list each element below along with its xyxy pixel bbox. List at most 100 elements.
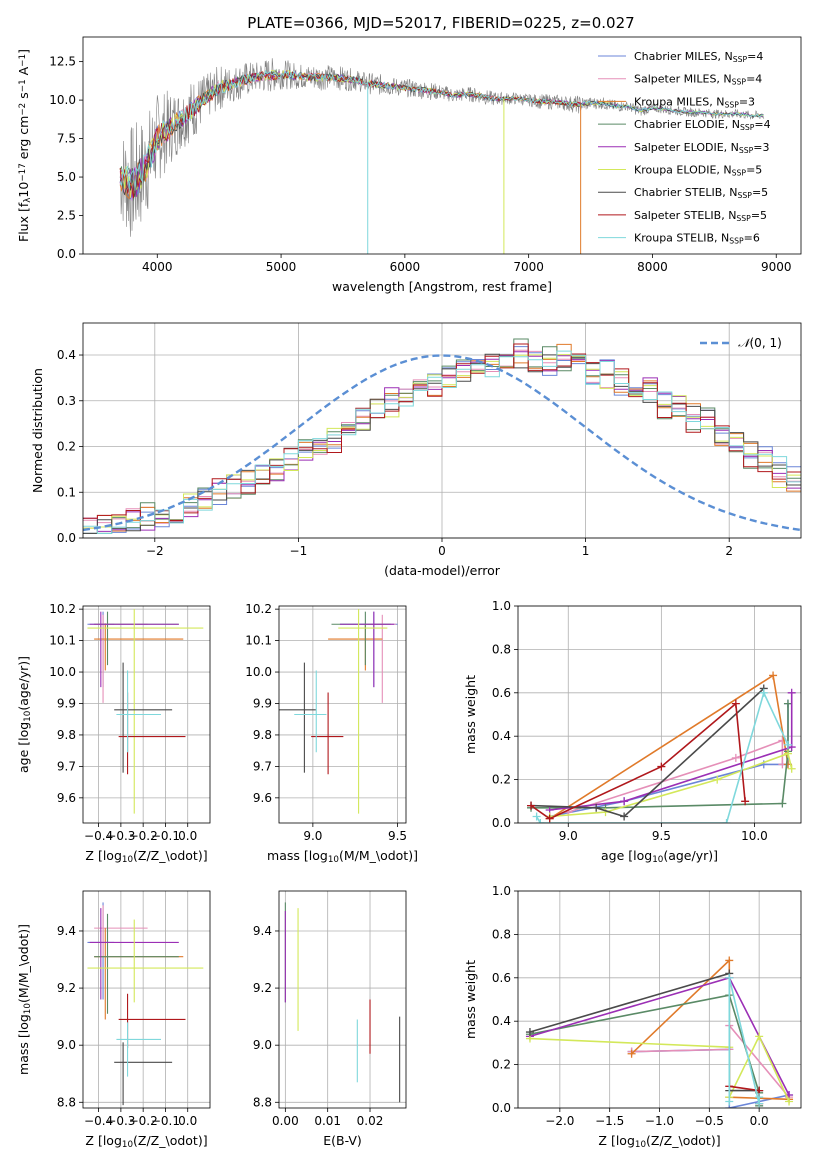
axes-frame bbox=[517, 605, 802, 824]
axes-frame bbox=[82, 36, 802, 255]
x-tick-label: −0.2 bbox=[129, 1114, 158, 1128]
mass-weight-line bbox=[529, 972, 760, 1092]
x-tick-label: 0.00 bbox=[272, 1114, 299, 1128]
y-tick-label: 0.1 bbox=[57, 485, 76, 499]
y-tick-label: 8.8 bbox=[57, 1095, 76, 1109]
mass-weight-marker bbox=[725, 973, 734, 982]
x-tick-label: 0.02 bbox=[357, 1114, 384, 1128]
axes-frame bbox=[82, 890, 211, 1109]
legend-label: Chabrier MILES, NSSP=4 bbox=[634, 50, 763, 64]
x-tick-label: 2 bbox=[725, 544, 733, 558]
mass-weight-line bbox=[631, 1023, 790, 1098]
mass-weight-line bbox=[530, 687, 765, 818]
mass-weight-marker bbox=[783, 749, 792, 758]
y-tick-label: 0.0 bbox=[492, 1101, 511, 1115]
x-tick-label: −1.5 bbox=[595, 1114, 624, 1128]
y-tick-label: 9.6 bbox=[57, 791, 76, 805]
x-tick-label: 0.0 bbox=[178, 829, 197, 843]
mass-weight-marker bbox=[785, 1097, 794, 1106]
mass-weight-marker bbox=[545, 814, 554, 823]
x-tick-label: −2.0 bbox=[545, 1114, 574, 1128]
y-tick-label: 9.9 bbox=[57, 696, 76, 710]
x-tick-label: 1 bbox=[582, 544, 590, 558]
x-tick-label: −0.2 bbox=[129, 829, 158, 843]
mass-weight-line bbox=[728, 977, 760, 1104]
y-tick-label: 9.7 bbox=[57, 759, 76, 773]
y-tick-label: 10.2 bbox=[245, 602, 272, 616]
mass-weight-marker bbox=[725, 1097, 734, 1106]
y-tick-label: 1.0 bbox=[492, 599, 511, 613]
mass-weight-marker bbox=[532, 812, 541, 821]
y-tick-label: 0.0 bbox=[57, 531, 76, 545]
mass-weight-line bbox=[631, 958, 790, 1101]
mass-weight-line bbox=[549, 692, 793, 811]
x-tick-label: 4000 bbox=[142, 260, 173, 274]
plot-area bbox=[87, 609, 204, 814]
mass-weight-vs-metallicity-panel: −2.0 −1.5 −1.0 −0.5 0.0 0.0 0.2 0.4 0.6 0.8 1.0 Z [… bbox=[463, 884, 802, 1150]
x-tick-label: −1.0 bbox=[645, 1114, 674, 1128]
plot-area bbox=[87, 902, 204, 1106]
x-tick-label: −0.3 bbox=[106, 1114, 135, 1128]
legend-label: Kroupa STELIB, NSSP=6 bbox=[634, 232, 760, 246]
x-tick-label: 9.0 bbox=[559, 829, 578, 843]
legend-label: Chabrier ELODIE, NSSP=4 bbox=[634, 118, 771, 132]
mass-weight-marker bbox=[731, 699, 740, 708]
legend-label: Chabrier STELIB, NSSP=5 bbox=[634, 186, 768, 200]
x-tick-label: −0.5 bbox=[695, 1114, 724, 1128]
mass-weight-marker bbox=[787, 688, 796, 697]
mass-weight-marker bbox=[787, 764, 796, 773]
x-tick-label: −0.3 bbox=[106, 829, 135, 843]
y-tick-label: 0.8 bbox=[492, 927, 511, 941]
plot-area bbox=[119, 58, 765, 254]
mass-weight-line bbox=[549, 674, 789, 820]
x-axis-label: wavelength [Angstrom, rest frame] bbox=[332, 279, 552, 294]
mass-weight-marker bbox=[620, 812, 629, 821]
y-axis-label: mass weight bbox=[463, 960, 478, 1039]
x-tick-label: 0 bbox=[438, 544, 446, 558]
plot-area bbox=[279, 609, 398, 814]
y-tick-label: 10.2 bbox=[49, 602, 76, 616]
mass-weight-marker bbox=[527, 801, 536, 810]
mass-weight-marker bbox=[525, 1028, 534, 1037]
y-tick-label: 10.0 bbox=[245, 665, 272, 679]
axes-frame bbox=[82, 322, 802, 539]
y-tick-label: 5.0 bbox=[57, 170, 76, 184]
y-tick-label: 12.5 bbox=[49, 55, 76, 69]
plot-area bbox=[525, 956, 794, 1108]
y-axis-label: age [log10(age/yr)] bbox=[16, 656, 33, 773]
y-tick-label: 10.1 bbox=[49, 634, 76, 648]
y-tick-label: 7.5 bbox=[57, 132, 76, 146]
legend-label: Salpeter ELODIE, NSSP=3 bbox=[634, 141, 770, 155]
mass-weight-marker bbox=[620, 797, 629, 806]
spectrum-panel: 4000 5000 6000 7000 8000 9000 0.0 2.5 5.0 7.5 10.0… bbox=[16, 36, 802, 294]
y-tick-label: 9.2 bbox=[253, 981, 272, 995]
x-tick-label: −0.1 bbox=[151, 829, 180, 843]
y-tick-label: 0.8 bbox=[492, 642, 511, 656]
plot-area bbox=[284, 902, 401, 1103]
plot-area bbox=[83, 338, 801, 534]
y-tick-label: 0.0 bbox=[492, 816, 511, 830]
mass-weight-marker bbox=[769, 671, 778, 680]
mass-weight-marker bbox=[592, 803, 601, 812]
y-tick-label: 9.8 bbox=[253, 728, 272, 742]
legend-label: Salpeter STELIB, NSSP=5 bbox=[634, 209, 767, 223]
plot-area bbox=[527, 671, 796, 823]
y-tick-label: 0.4 bbox=[57, 348, 76, 362]
y-tick-label: 1.0 bbox=[492, 884, 511, 898]
y-axis-label: Flux [fλ10−17 erg cm−2 s−1 A−1] bbox=[16, 49, 33, 242]
model-spectrum bbox=[119, 70, 581, 200]
axes-frame bbox=[517, 890, 802, 1109]
x-tick-label: 7000 bbox=[513, 260, 544, 274]
x-axis-label: E(B-V) bbox=[323, 1133, 362, 1148]
x-tick-label: 0.01 bbox=[314, 1114, 341, 1128]
x-axis-label: Z [log10(Z/Z_\odot)] bbox=[85, 1133, 207, 1150]
x-tick-label: −0.4 bbox=[84, 1114, 113, 1128]
mass-weight-marker bbox=[778, 736, 787, 745]
x-tick-label: 8000 bbox=[637, 260, 668, 274]
mass-weight-marker bbox=[627, 1049, 636, 1058]
x-tick-label: 0.0 bbox=[178, 1114, 197, 1128]
mass-weight-marker bbox=[657, 762, 666, 771]
y-tick-label: 9.9 bbox=[253, 696, 272, 710]
x-tick-label: −0.4 bbox=[84, 829, 113, 843]
